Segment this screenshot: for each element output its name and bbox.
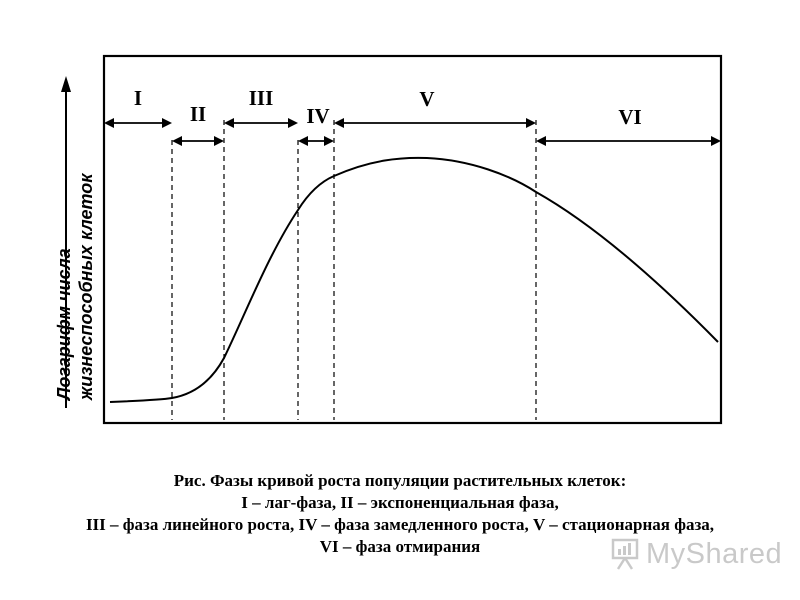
y-axis-label: Логарифм числа жизнеспособных клеток [54, 173, 96, 402]
phase-arrows [104, 118, 721, 146]
phase-label-III: III [249, 86, 274, 110]
y-axis-arrowhead [61, 76, 71, 92]
caption-line-4: VI – фаза отмирания [319, 537, 481, 556]
phase-label-VI: VI [618, 105, 641, 129]
y-axis-label-line2: жизнеспособных клеток [76, 173, 96, 401]
phase-arrow-II [172, 136, 224, 146]
watermark-text: MyShared [646, 537, 783, 570]
caption-line-3: III – фаза линейного роста, IV – фаза за… [85, 515, 715, 534]
growth-curve [109, 156, 719, 403]
caption-line-1: Рис. Фазы кривой роста популяции растите… [173, 471, 627, 490]
watermark: MyShared [610, 536, 782, 572]
growth-curve-diagram: Логарифм числа жизнеспособных клеток [54, 54, 723, 425]
plot-frame [102, 54, 723, 425]
phase-arrow-V [334, 118, 536, 128]
figure-caption: Рис. Фазы кривой роста популяции растите… [0, 470, 800, 558]
caption-line-2: I – лаг-фаза, II – экспоненциальная фаза… [241, 493, 559, 512]
phase-arrow-I [104, 118, 172, 128]
phase-arrow-IV [298, 136, 334, 146]
phase-label-IV: IV [306, 104, 329, 128]
y-axis-label-line1: Логарифм числа [54, 248, 74, 402]
phase-arrow-VI [536, 136, 721, 146]
phase-boundaries [171, 120, 537, 420]
phase-label-V: V [419, 87, 434, 111]
phase-label-I: I [134, 86, 142, 110]
presentation-board-icon [611, 538, 639, 570]
phase-label-II: II [190, 102, 206, 126]
phase-arrow-III [224, 118, 298, 128]
